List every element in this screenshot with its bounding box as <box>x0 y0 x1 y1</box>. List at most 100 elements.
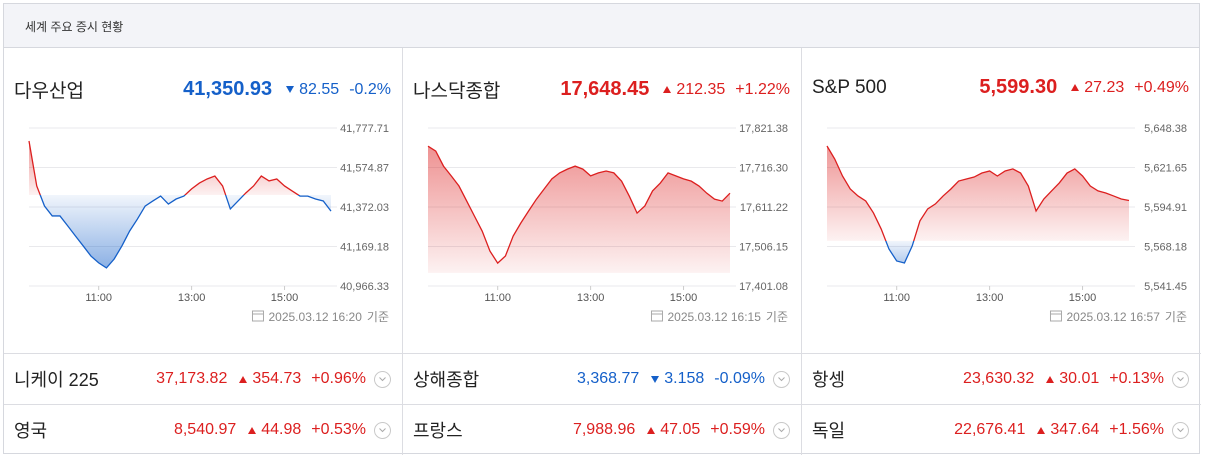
change: 212.35 <box>676 80 726 98</box>
price-line <box>28 140 332 269</box>
expand-button[interactable] <box>374 370 391 388</box>
timestamp: 2025.03.12 16:15 기준 <box>667 310 788 324</box>
price: 23,630.32 <box>963 370 1035 387</box>
x-tick-label: 13:00 <box>976 292 1004 304</box>
chevron-path <box>379 376 386 381</box>
y-tick-label: 17,716.30 <box>739 163 788 175</box>
panel-head: 다우산업 41,350.93 82.55 -0.2% <box>14 76 391 103</box>
chart: 40,966.33 41,169.18 41,372.03 41,574.87 41,7… <box>28 123 389 324</box>
change: 30.01 <box>1059 370 1100 387</box>
calendar-icon <box>650 310 663 322</box>
chevron <box>1177 376 1184 381</box>
x-tick-label: 11:00 <box>883 292 910 304</box>
index-row: 프랑스 7,988.96 47.05 +0.59% <box>403 404 802 455</box>
up-arrow <box>663 86 672 93</box>
expand-button[interactable] <box>773 370 790 388</box>
header: 세계 주요 증시 현황 <box>4 4 1199 48</box>
up-arrow <box>1046 375 1055 383</box>
panel-head: 나스닥종합 17,648.45 212.35 +1.22% <box>413 76 790 103</box>
up-arrow <box>248 426 257 434</box>
x-tick-label: 11:00 <box>484 292 511 304</box>
up-arrow <box>239 375 248 383</box>
index-name: 다우산업 <box>14 81 84 102</box>
change: 44.98 <box>261 421 302 438</box>
chevron-path <box>1177 427 1184 432</box>
area-fill <box>827 146 1129 264</box>
change: 3.158 <box>664 370 705 387</box>
change-pct: +0.96% <box>311 370 366 387</box>
index-row: 니케이 225 37,173.82 354.73 +0.96% <box>4 353 403 404</box>
header-title: 세계 주요 증시 현황 <box>25 20 124 34</box>
chevron <box>778 427 785 432</box>
y-tick-label: 5,568.18 <box>1144 242 1187 254</box>
change: 82.55 <box>299 80 340 98</box>
y-tick-label: 40,966.33 <box>340 281 389 293</box>
change-pct: -0.2% <box>349 80 391 98</box>
price: 7,988.96 <box>572 421 636 438</box>
down-arrow <box>651 375 660 383</box>
price: 17,648.45 <box>560 78 650 100</box>
x-tick-label: 15:00 <box>670 292 698 304</box>
timestamp: 2025.03.12 16:57 기준 <box>1066 310 1187 324</box>
change: 47.05 <box>660 421 701 438</box>
area-fill <box>428 146 730 273</box>
timestamp-date: 2025.03.12 16:20 <box>268 310 362 324</box>
chevron-path <box>379 427 386 432</box>
market-widget: 세계 주요 증시 현황 40,966.33 41,169.18 41,372.03 4… <box>3 3 1201 455</box>
timestamp: 2025.03.12 16:20 기준 <box>268 310 389 324</box>
down-arrow <box>286 86 295 93</box>
chart: 17,401.08 17,506.15 17,611.22 17,716.30 17,8… <box>427 123 788 324</box>
change: 347.64 <box>1050 421 1100 438</box>
chevron <box>379 427 386 432</box>
expand-button[interactable] <box>1172 421 1189 439</box>
chevron-path <box>778 376 785 381</box>
price: 41,350.93 <box>183 78 273 100</box>
y-tick-label: 17,506.15 <box>739 242 788 254</box>
column-divider <box>801 48 802 455</box>
expand-button[interactable] <box>374 421 391 439</box>
change-pct: +0.59% <box>710 421 765 438</box>
y-tick-label: 5,594.91 <box>1144 202 1187 214</box>
x-tick-label: 15:00 <box>1069 292 1097 304</box>
change-pct: +1.22% <box>735 80 790 98</box>
chart: 5,541.45 5,568.18 5,594.91 5,621.65 5,648.38… <box>826 123 1187 324</box>
index-row: 항셍 23,630.32 30.01 +0.13% <box>802 353 1201 404</box>
index-name: 항셍 <box>812 370 846 390</box>
change-pct: +1.56% <box>1109 421 1164 438</box>
chevron <box>379 376 386 381</box>
y-tick-label: 17,611.22 <box>740 202 788 214</box>
change-pct: +0.13% <box>1109 370 1164 387</box>
index-name: 니케이 225 <box>14 370 99 390</box>
expand-button[interactable] <box>1172 370 1189 388</box>
area-fill <box>29 140 331 268</box>
index-row: 독일 22,676.41 347.64 +1.56% <box>802 404 1201 455</box>
y-tick-label: 5,621.65 <box>1144 162 1187 174</box>
chevron-path <box>1177 376 1184 381</box>
timestamp-basis: 기준 <box>766 310 788 324</box>
index-name: S&P 500 <box>812 76 887 98</box>
change-pct: +0.49% <box>1134 78 1189 96</box>
up-arrow <box>1071 84 1080 91</box>
price: 8,540.97 <box>173 421 237 438</box>
index-row: 영국 8,540.97 44.98 +0.53% <box>4 404 403 455</box>
price: 3,368.77 <box>576 370 640 387</box>
timestamp-basis: 기준 <box>1165 310 1187 324</box>
x-tick-label: 13:00 <box>178 292 206 304</box>
y-tick-label: 5,541.45 <box>1144 281 1187 293</box>
index-name: 상해종합 <box>413 370 480 390</box>
price: 22,676.41 <box>954 421 1026 438</box>
expand-button[interactable] <box>773 421 790 439</box>
index-panel: 5,541.45 5,568.18 5,594.91 5,621.65 5,648.38… <box>802 48 1201 353</box>
index-name: 독일 <box>812 421 846 441</box>
x-tick-label: 11:00 <box>85 292 112 304</box>
column-divider <box>402 48 403 455</box>
x-tick-label: 13:00 <box>577 292 605 304</box>
calendar-icon <box>1049 310 1062 322</box>
x-tick-label: 15:00 <box>271 292 299 304</box>
index-name: 나스닥종합 <box>413 81 501 102</box>
price-line <box>826 145 1130 264</box>
chevron <box>778 376 785 381</box>
chevron-path <box>778 427 785 432</box>
index-name: 프랑스 <box>413 421 463 441</box>
